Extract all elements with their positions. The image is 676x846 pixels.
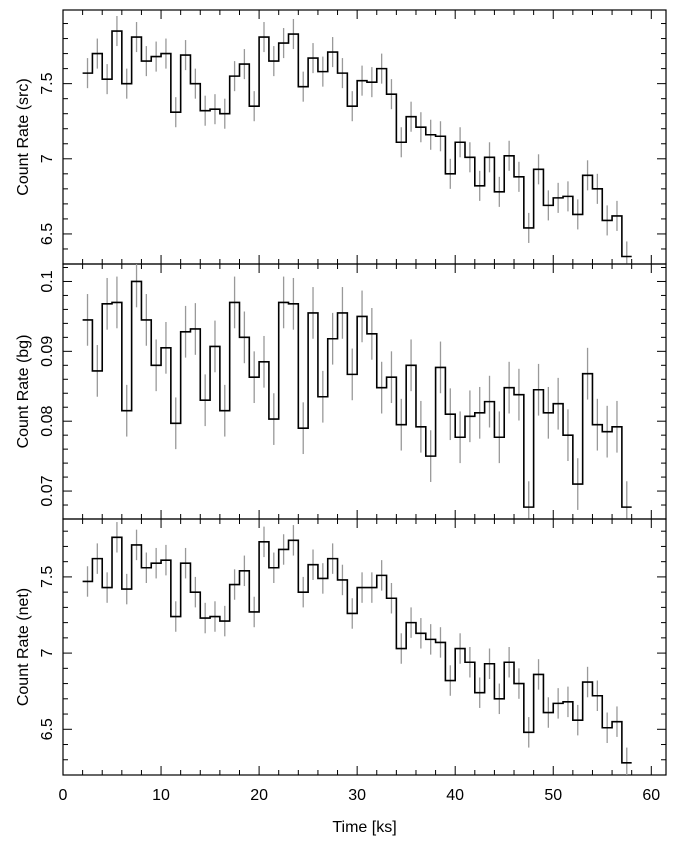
y-tick-label: 0.07	[39, 475, 56, 506]
x-tick-label: 30	[348, 787, 366, 804]
panel-frame	[62, 263, 667, 520]
panel-frame	[62, 9, 667, 265]
series-src	[82, 16, 632, 264]
step-line	[82, 30, 632, 258]
x-tick-label: 40	[446, 787, 464, 804]
y-axis-label: Count Rate (bg)	[15, 335, 32, 449]
y-tick-label: 0.09	[39, 336, 56, 367]
panel-frame	[62, 518, 667, 776]
x-tick-label: 20	[250, 787, 268, 804]
step-line	[82, 280, 632, 508]
series-bg	[82, 264, 632, 519]
y-tick-label: 7.5	[39, 566, 56, 588]
x-tick-label: 10	[152, 787, 170, 804]
y-tick-label: 6.5	[39, 223, 56, 245]
y-axis-label: Count Rate (src)	[15, 78, 32, 195]
x-tick-label: 60	[642, 787, 660, 804]
x-tick-label: 0	[59, 787, 68, 804]
y-tick-label: 0.08	[39, 406, 56, 437]
panel-src: 6.5 7 7.5 Count Rate (src)	[15, 9, 667, 265]
y-tick-label: 0.1	[39, 270, 56, 292]
panel-net: 6.5 7 7.5 Count Rate (net) 0 10 20 30 40 50 60 Time…	[15, 518, 667, 836]
step-line	[82, 536, 632, 764]
y-tick-label: 7	[39, 154, 56, 163]
x-tick-label: 50	[544, 787, 562, 804]
series-net	[82, 522, 632, 775]
y-tick-label: 6.5	[39, 718, 56, 740]
y-tick-label: 7.5	[39, 72, 56, 94]
y-tick-label: 7	[39, 649, 56, 658]
panel-bg: 0.07 0.08 0.09 0.1 Count Rate (bg)	[15, 263, 667, 520]
x-axis-label: Time [ks]	[332, 819, 396, 836]
y-axis-label: Count Rate (net)	[15, 588, 32, 706]
